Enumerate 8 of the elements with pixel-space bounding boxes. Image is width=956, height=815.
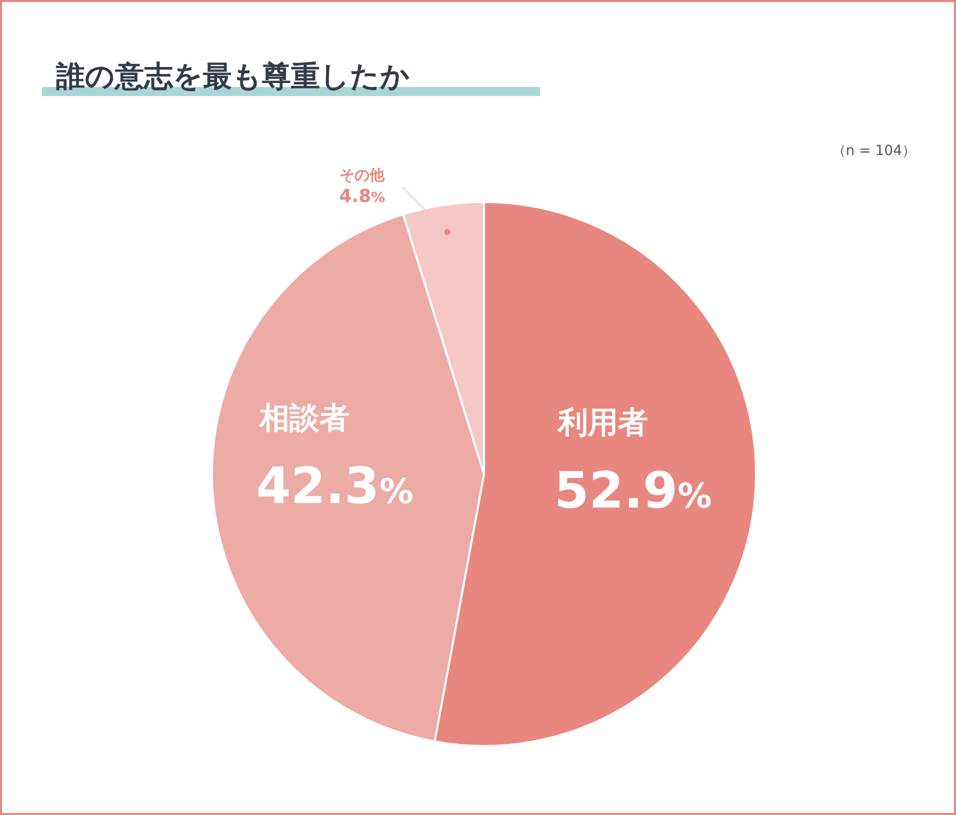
slice-label: 相談者 xyxy=(258,400,350,436)
chart-title: 誰の意志を最も尊重したか xyxy=(54,58,410,95)
text: （n = 104） xyxy=(832,142,916,160)
slice-label: 利用者 xyxy=(556,406,648,441)
slice-label: その他 xyxy=(340,166,386,184)
data-label: 42.3% xyxy=(256,456,414,515)
data-label: 52.9% xyxy=(554,462,712,520)
data-label: 4.8% xyxy=(339,186,386,207)
